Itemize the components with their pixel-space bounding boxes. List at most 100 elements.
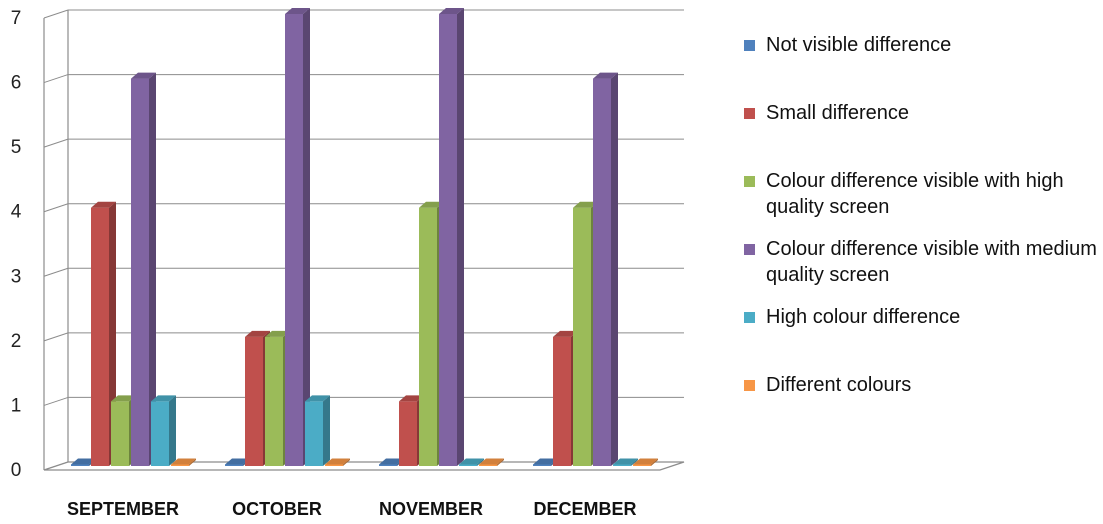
bar-top — [593, 72, 618, 79]
bar — [171, 458, 196, 466]
legend-swatch — [744, 40, 755, 51]
bar-top — [613, 458, 638, 465]
bar-side — [497, 458, 504, 466]
legend-item: Colour difference visible with medium qu… — [740, 232, 1100, 300]
bar — [131, 72, 156, 467]
bar-front — [245, 336, 263, 466]
bar-front — [111, 401, 129, 466]
bar-top — [325, 458, 350, 465]
bar-top — [265, 330, 290, 337]
gridline-side — [43, 203, 69, 213]
bar — [593, 72, 618, 467]
x-tick-labels: SEPTEMBER OCTOBER NOVEMBER DECEMBER — [67, 499, 637, 519]
bar-side — [631, 458, 638, 466]
y-tick-label: 1 — [11, 395, 22, 416]
gridline-side — [43, 74, 69, 84]
bar-front — [399, 401, 417, 466]
y-tick-label: 0 — [11, 460, 22, 481]
y-tick-label: 5 — [11, 137, 22, 158]
bar-front — [419, 207, 437, 466]
bar-front — [285, 14, 303, 466]
bar-top — [459, 458, 484, 465]
y-tick-label: 4 — [11, 202, 22, 223]
bar-top — [245, 330, 270, 337]
bar-top — [573, 201, 598, 208]
gridline-side — [43, 9, 69, 19]
bar — [439, 8, 464, 466]
bar-side — [477, 458, 484, 466]
bar — [633, 458, 658, 466]
bar — [305, 395, 330, 466]
x-tick-label: NOVEMBER — [379, 499, 483, 519]
bar-top — [419, 201, 444, 208]
bar-side — [149, 72, 156, 467]
bar — [151, 395, 176, 466]
bar-top — [91, 201, 116, 208]
legend-swatch — [744, 108, 755, 119]
bar-top — [305, 395, 330, 402]
floor — [43, 461, 685, 471]
gridline-side — [43, 267, 69, 277]
bar-top — [479, 458, 504, 465]
bar-side — [169, 395, 176, 466]
bar-front — [325, 464, 343, 466]
bar-front — [151, 401, 169, 466]
bar-top — [533, 458, 558, 465]
bar-front — [593, 78, 611, 467]
bar-front — [459, 464, 477, 466]
bar-top — [379, 458, 404, 465]
bar-front — [171, 464, 189, 466]
legend-item: Not visible difference — [740, 28, 1100, 96]
bar-front — [439, 14, 457, 466]
chart-plot: 0 1 2 3 4 5 6 7 SEPTEMBER OCTOBER NOVEMBER DECEMBE… — [11, 8, 685, 519]
bar-front — [379, 464, 397, 466]
legend-label: Small difference — [766, 102, 910, 124]
y-tick-label: 6 — [11, 73, 22, 94]
bar-top — [439, 8, 464, 14]
bar-front — [91, 207, 109, 466]
bar-top — [151, 395, 176, 402]
x-tick-label: SEPTEMBER — [67, 499, 179, 519]
bar-top — [131, 72, 156, 79]
y-tick-label: 3 — [11, 266, 22, 287]
bar-side — [189, 458, 196, 466]
bar-front — [533, 464, 551, 466]
bar-front — [479, 464, 497, 466]
legend-label: Colour difference visible with medium qu… — [766, 238, 1097, 286]
bar-side — [457, 8, 464, 466]
x-tick-label: OCTOBER — [232, 499, 322, 519]
legend-item: Different colours — [740, 368, 1100, 436]
bar-side — [303, 8, 310, 466]
bar-top — [633, 458, 658, 465]
bar-side — [343, 458, 350, 466]
bar-top — [111, 395, 136, 402]
bar-front — [225, 464, 243, 466]
bar-top — [553, 330, 578, 337]
bar-top — [399, 395, 424, 402]
bar-front — [553, 336, 571, 466]
legend-label: High colour difference — [766, 306, 961, 328]
legend: Not visible difference Small difference Co… — [740, 28, 1100, 436]
legend-swatch — [744, 312, 755, 323]
bar-front — [613, 464, 631, 466]
bar — [325, 458, 350, 466]
bar-front — [305, 401, 323, 466]
bar — [285, 8, 310, 466]
legend-swatch — [744, 380, 755, 391]
legend-label: Not visible difference — [766, 34, 952, 56]
bar-front — [71, 464, 89, 466]
bar — [459, 458, 484, 466]
gridline-side — [43, 396, 69, 406]
bar-front — [265, 336, 283, 466]
gridline-side — [43, 332, 69, 342]
x-tick-label: DECEMBER — [533, 499, 636, 519]
bar-front — [573, 207, 591, 466]
legend-label: Colour difference visible with high qual… — [766, 170, 1064, 218]
bar-side — [323, 395, 330, 466]
bar — [479, 458, 504, 466]
bar-front — [633, 464, 651, 466]
bar-top — [171, 458, 196, 465]
gridline-side — [43, 138, 69, 148]
bar-top — [225, 458, 250, 465]
legend-swatch — [744, 176, 755, 187]
